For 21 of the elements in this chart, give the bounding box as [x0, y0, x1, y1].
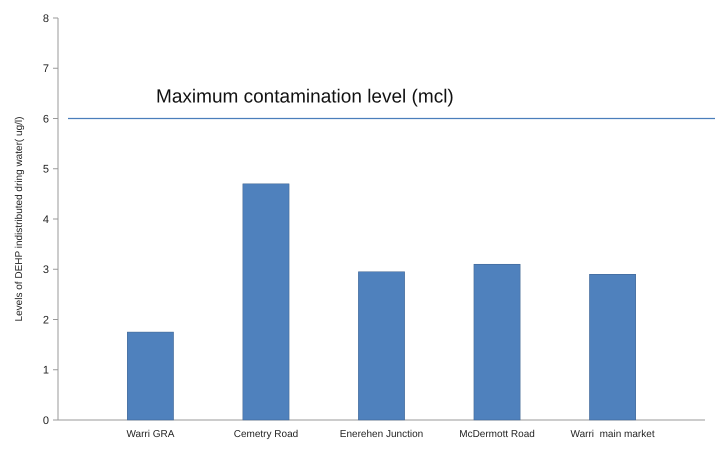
bar	[358, 272, 405, 420]
bar	[127, 332, 174, 420]
y-tick-label: 4	[42, 214, 49, 226]
x-tick-label: Cemetry Road	[234, 429, 298, 440]
ref-line-label: Maximum contamination level (mcl)	[156, 86, 454, 108]
x-tick-label: Warri GRA	[126, 429, 175, 440]
y-tick-label: 2	[42, 314, 49, 326]
bar	[474, 264, 520, 420]
y-tick-label: 7	[42, 63, 49, 76]
y-tick-label: 5	[42, 164, 49, 176]
bar	[589, 274, 636, 420]
y-tick-label: 6	[42, 113, 49, 126]
y-axis-title: Levels of DEHP indistributed dring water( ug/l)	[14, 116, 25, 322]
y-tick-label: 0	[42, 414, 49, 427]
bar	[242, 184, 290, 420]
y-tick-label: 8	[42, 12, 49, 25]
x-tick-label: McDermott Road	[459, 429, 535, 440]
y-tick-label: 1	[42, 364, 49, 377]
y-tick-label: 3	[42, 264, 49, 276]
x-tick-label: Warri main market	[570, 429, 655, 440]
x-tick-label: Enerehen Junction	[340, 429, 424, 440]
